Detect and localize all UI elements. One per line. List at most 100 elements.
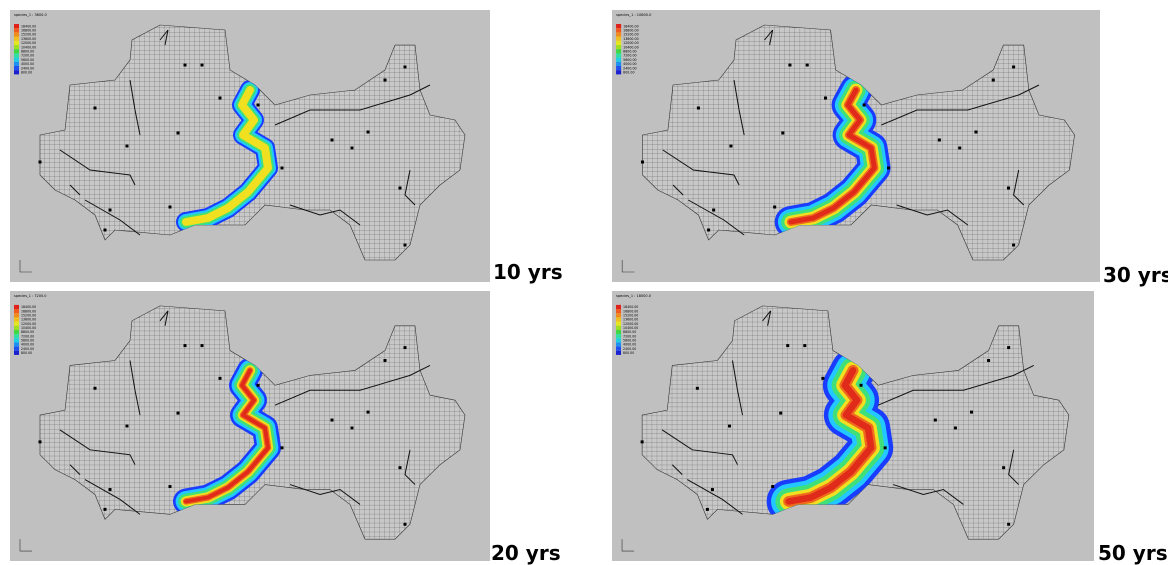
legend-swatch — [616, 53, 621, 57]
legend-swatch — [616, 305, 621, 309]
legend-swatch — [14, 351, 19, 355]
well — [404, 346, 407, 349]
panel-title: species_1 : 7200.0 — [14, 294, 47, 298]
legend-swatch — [14, 330, 19, 334]
well — [934, 419, 937, 422]
legend-swatch — [14, 53, 19, 57]
well — [806, 64, 809, 67]
legend-swatch — [616, 309, 621, 313]
legend-swatch — [14, 32, 19, 36]
legend-swatch — [14, 58, 19, 62]
legend-swatch — [616, 347, 621, 351]
well — [94, 387, 97, 390]
legend-swatch — [14, 317, 19, 321]
time-label: 50 yrs — [1098, 541, 1168, 565]
well — [954, 426, 957, 429]
well — [1002, 466, 1005, 469]
well — [257, 384, 260, 387]
legend-swatch — [14, 309, 19, 313]
model-panel: species_1 : 7200.018400.0016800.0015200.… — [10, 291, 490, 561]
legend-swatch — [616, 32, 621, 36]
legend-swatch — [616, 326, 621, 330]
well — [1007, 187, 1010, 190]
well — [399, 187, 402, 190]
well — [1012, 66, 1015, 69]
well — [938, 139, 941, 142]
legend-swatch — [14, 49, 19, 53]
well — [1007, 523, 1010, 526]
legend-swatch — [14, 338, 19, 342]
legend-swatch — [14, 342, 19, 346]
legend-swatch — [616, 28, 621, 32]
well — [729, 145, 732, 148]
well — [974, 131, 977, 134]
well — [177, 412, 180, 415]
well — [219, 97, 222, 100]
legend-swatch — [14, 66, 19, 70]
legend-swatch — [14, 37, 19, 41]
well — [1007, 346, 1010, 349]
well — [384, 79, 387, 82]
time-label: 30 yrs — [1103, 263, 1168, 287]
panel-title: species_1 : 10800.0 — [616, 13, 651, 17]
well — [177, 132, 180, 135]
well — [771, 485, 774, 488]
well — [773, 206, 776, 209]
well — [803, 344, 806, 347]
legend-label: 800.00 — [623, 71, 634, 75]
legend-swatch — [616, 58, 621, 62]
well — [201, 344, 204, 347]
model-panel: species_1 : 18000.018400.0016800.0015200… — [612, 291, 1094, 561]
well — [987, 359, 990, 362]
legend-swatch — [616, 317, 621, 321]
well — [970, 411, 973, 414]
legend-swatch — [14, 62, 19, 66]
well — [104, 229, 107, 232]
legend-swatch — [14, 305, 19, 309]
well — [281, 167, 284, 170]
time-label: 20 yrs — [491, 541, 561, 565]
well — [779, 412, 782, 415]
well — [104, 508, 107, 511]
legend-label: 800.00 — [21, 71, 32, 75]
well — [184, 64, 187, 67]
model-panel: species_1 : 10800.018400.0016800.0015200… — [612, 10, 1100, 282]
legend-swatch — [616, 330, 621, 334]
well — [788, 64, 791, 67]
well — [169, 206, 172, 209]
well — [169, 485, 172, 488]
legend-swatch — [616, 338, 621, 342]
well — [404, 244, 407, 247]
well — [641, 440, 644, 443]
well — [126, 425, 129, 428]
legend-swatch — [14, 28, 19, 32]
legend-swatch — [14, 45, 19, 49]
well — [126, 145, 129, 148]
well — [781, 132, 784, 135]
panel-title: species_1 : 18000.0 — [616, 294, 651, 298]
well — [696, 387, 699, 390]
well — [109, 488, 112, 491]
well — [109, 209, 112, 212]
legend-label: 800.00 — [623, 351, 634, 355]
well — [641, 161, 644, 164]
time-label: 10 yrs — [493, 260, 563, 284]
well — [992, 79, 995, 82]
well — [404, 523, 407, 526]
well — [351, 147, 354, 150]
well — [707, 229, 710, 232]
well — [281, 446, 284, 449]
legend-swatch — [14, 41, 19, 45]
legend-swatch — [616, 24, 621, 28]
figure: species_1 : 3600.018400.0016800.0015200.… — [0, 0, 1168, 565]
well — [94, 107, 97, 110]
well — [697, 107, 700, 110]
legend-swatch — [616, 334, 621, 338]
legend-swatch — [14, 347, 19, 351]
panel-title: species_1 : 3600.0 — [14, 13, 47, 17]
legend-swatch — [616, 45, 621, 49]
well — [39, 161, 42, 164]
well — [706, 508, 709, 511]
well — [821, 377, 824, 380]
well — [712, 209, 715, 212]
